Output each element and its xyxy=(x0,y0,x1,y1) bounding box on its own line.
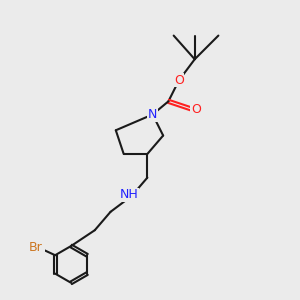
Text: Br: Br xyxy=(28,241,42,254)
Text: O: O xyxy=(191,103,201,116)
Text: NH: NH xyxy=(120,188,138,201)
Text: N: N xyxy=(148,108,157,121)
Text: O: O xyxy=(174,74,184,87)
